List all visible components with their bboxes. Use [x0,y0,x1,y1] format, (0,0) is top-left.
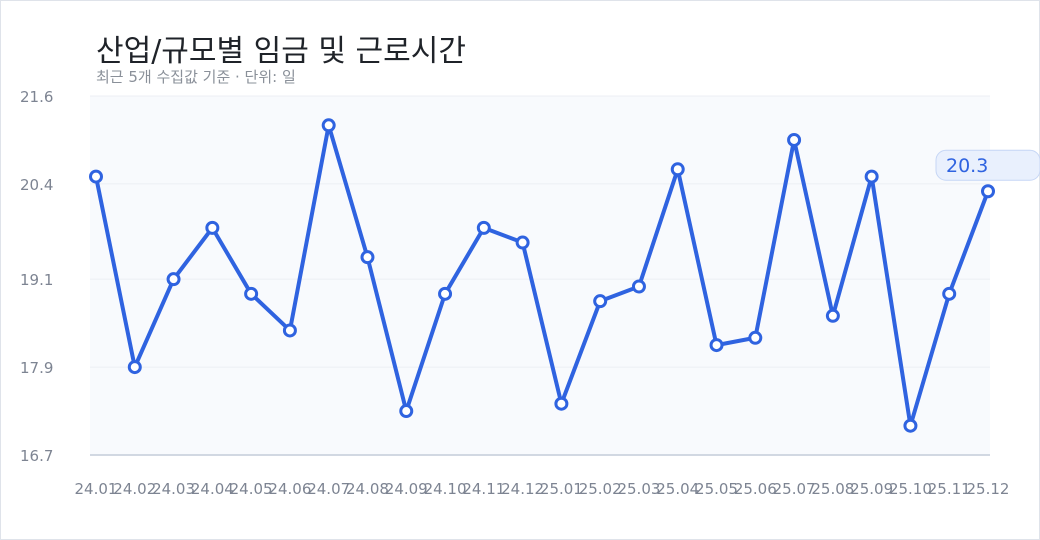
data-point [864,169,879,184]
data-point [166,272,181,287]
x-tick-label: 24.09 [385,480,428,498]
data-point [554,396,569,411]
data-point [399,404,414,419]
data-point [903,418,918,433]
x-tick-label: 25.12 [967,480,1010,498]
x-tick-label: 24.04 [191,480,234,498]
chart-subtitle: 최근 5개 수집값 기준 · 단위: 일 [96,68,296,86]
data-point [89,169,103,184]
x-tick-label: 25.04 [656,480,699,498]
x-tick-label: 24.10 [424,480,467,498]
series-points [89,118,995,433]
x-tick-label: 24.12 [501,480,544,498]
x-tick-label: 25.09 [850,480,893,498]
x-tick-label: 25.06 [734,480,777,498]
grid-lines [90,95,990,368]
data-point [631,279,646,294]
data-point [670,162,685,177]
y-tick-label: 16.7 [20,447,53,465]
data-point [282,323,297,338]
data-point [515,235,530,250]
data-point [593,294,608,309]
plot-area [90,96,990,455]
x-tick-label: 25.01 [540,480,583,498]
y-tick-label: 17.9 [20,359,53,377]
x-tick-label: 24.08 [346,480,389,498]
chart-title: 산업/규모별 임금 및 근로시간 [96,34,466,69]
x-axis-ticks: 24.0124.0224.0324.0424.0524.0624.0724.08… [75,480,1010,498]
x-tick-label: 24.03 [152,480,195,498]
series-line [94,123,990,428]
data-point [127,360,142,375]
data-point [244,286,259,301]
data-point [438,286,453,301]
data-point [321,118,336,133]
x-tick-label: 24.05 [230,480,273,498]
data-point [360,250,375,265]
x-tick-label: 25.08 [811,480,854,498]
x-tick-label: 25.07 [773,480,816,498]
data-point [205,220,220,235]
data-point [476,220,491,235]
y-tick-label: 20.4 [20,176,53,194]
x-tick-label: 24.01 [75,480,118,498]
data-point [942,286,957,301]
y-tick-label: 19.1 [20,271,53,289]
y-axis-ticks: 16.7 17.9 19.1 20.4 21.6 [20,88,53,465]
x-tick-label: 24.06 [268,480,311,498]
x-tick-label: 25.11 [928,480,971,498]
y-tick-label: 21.6 [20,88,53,106]
data-point [748,330,763,345]
x-tick-label: 25.10 [889,480,932,498]
x-tick-label: 24.02 [113,480,156,498]
last-value-callout: 20.3 [935,149,1040,181]
x-tick-label: 24.07 [307,480,350,498]
callout-box [935,149,1040,181]
data-point [981,184,995,199]
x-tick-label: 25.02 [579,480,622,498]
last-value-label: 20.3 [946,155,988,177]
x-tick-label: 24.11 [462,480,505,498]
data-point [787,132,802,147]
data-point [709,338,724,353]
x-tick-label: 25.03 [617,480,660,498]
data-point [825,308,840,323]
x-tick-label: 25.05 [695,480,738,498]
